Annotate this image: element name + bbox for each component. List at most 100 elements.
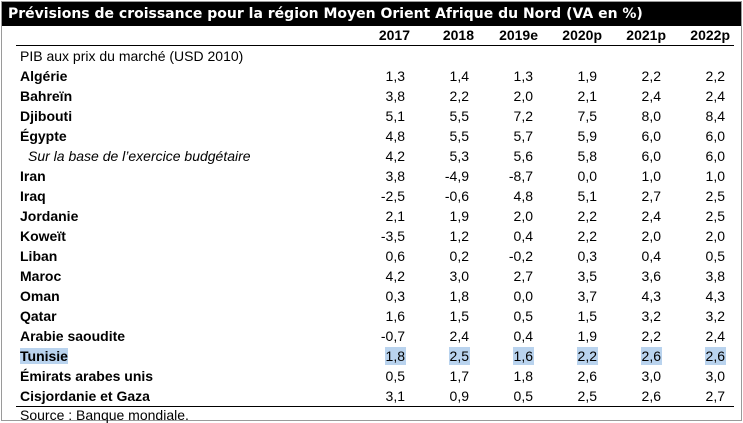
value-cell: 2,5 — [542, 386, 606, 407]
value-text: 0,4 — [513, 227, 534, 245]
value-cell: 2,6 — [606, 386, 670, 407]
value-text: 0,6 — [385, 247, 406, 265]
value-text: 2,6 — [705, 347, 726, 365]
value-cell: 3,2 — [670, 306, 734, 326]
value-text: 2,7 — [705, 387, 726, 405]
value-text: 0,9 — [449, 387, 470, 405]
value-cell: 2,6 — [670, 346, 734, 366]
row-label-text: Koweït — [20, 228, 66, 244]
value-text: -0,2 — [508, 247, 534, 265]
value-cell: 2,4 — [606, 206, 670, 226]
value-text: 4,2 — [385, 267, 406, 285]
value-text: 6,0 — [641, 147, 662, 165]
value-cell: 2,2 — [542, 346, 606, 366]
value-text: 3,2 — [705, 307, 726, 325]
value-cell: 5,6 — [478, 146, 542, 166]
value-cell: 1,6 — [478, 346, 542, 366]
value-cell: 0,3 — [350, 286, 414, 306]
value-text: 3,8 — [385, 87, 406, 105]
row-label: Maroc — [16, 266, 350, 286]
value-cell: 6,0 — [670, 126, 734, 146]
value-text: 0,3 — [577, 247, 598, 265]
value-text: 2,5 — [705, 187, 726, 205]
row-label: Égypte — [16, 126, 350, 146]
value-text: 4,2 — [385, 147, 406, 165]
table-row: Sur la base de l’exercice budgétaire 4,2 5… — [16, 146, 734, 166]
value-cell: 8,0 — [606, 106, 670, 126]
row-label: Sur la base de l’exercice budgétaire — [16, 146, 350, 166]
column-header: 2019e — [478, 26, 542, 46]
value-cell: 3,5 — [542, 266, 606, 286]
value-cell: 4,3 — [606, 286, 670, 306]
value-text: -2,5 — [380, 187, 406, 205]
value-cell: 4,8 — [350, 126, 414, 146]
value-cell: 3,0 — [606, 366, 670, 386]
value-text: 8,0 — [641, 107, 662, 125]
value-cell: 3,8 — [670, 266, 734, 286]
value-text: 5,1 — [577, 187, 598, 205]
row-label: Arabie saoudite — [16, 326, 350, 346]
value-cell: 0,6 — [350, 246, 414, 266]
value-text: 4,3 — [705, 287, 726, 305]
value-cell: -0,2 — [478, 246, 542, 266]
value-cell: 5,1 — [542, 186, 606, 206]
value-text: 0,5 — [513, 307, 534, 325]
value-cell: 0,0 — [478, 286, 542, 306]
value-cell: 5,8 — [542, 146, 606, 166]
value-text: 2,4 — [705, 327, 726, 345]
value-cell: 1,6 — [350, 306, 414, 326]
value-cell: 3,8 — [350, 166, 414, 186]
value-text: 3,2 — [641, 307, 662, 325]
value-text: 3,8 — [705, 267, 726, 285]
value-cell: 2,2 — [414, 86, 478, 106]
value-cell: 2,4 — [670, 326, 734, 346]
row-label: Cisjordanie et Gaza — [16, 386, 350, 407]
row-label: Djibouti — [16, 106, 350, 126]
value-cell: 2,2 — [606, 326, 670, 346]
value-cell: 3,1 — [350, 386, 414, 407]
value-text: -8,7 — [508, 167, 534, 185]
row-label-text: Jordanie — [20, 208, 78, 224]
value-cell: 2,1 — [542, 86, 606, 106]
value-text: 1,2 — [449, 227, 470, 245]
value-cell: 2,2 — [542, 226, 606, 246]
value-text: 1,8 — [385, 347, 406, 365]
value-cell: 0,5 — [478, 386, 542, 407]
value-cell: 1,0 — [606, 166, 670, 186]
value-text: 0,5 — [385, 367, 406, 385]
value-cell: 3,2 — [606, 306, 670, 326]
row-label: Tunisie — [16, 346, 350, 366]
value-text: 3,1 — [385, 387, 406, 405]
header-label-cell — [16, 26, 350, 46]
row-label-text: Oman — [20, 288, 60, 304]
value-cell: 1,4 — [414, 66, 478, 86]
row-label-text: Iraq — [20, 188, 46, 204]
value-text: 0,2 — [449, 247, 470, 265]
value-text: 2,5 — [705, 207, 726, 225]
value-text: -4,9 — [444, 167, 470, 185]
value-text: 1,6 — [385, 307, 406, 325]
value-cell: 2,4 — [670, 86, 734, 106]
value-cell: 1,0 — [670, 166, 734, 186]
value-text: 2,7 — [641, 187, 662, 205]
value-cell: -3,5 — [350, 226, 414, 246]
value-cell: 1,2 — [414, 226, 478, 246]
value-text: 2,2 — [449, 87, 470, 105]
row-label: Iraq — [16, 186, 350, 206]
value-cell: 3,6 — [606, 266, 670, 286]
value-cell: 0,5 — [478, 306, 542, 326]
value-cell: 5,3 — [414, 146, 478, 166]
value-cell: 4,8 — [478, 186, 542, 206]
value-text: 5,7 — [513, 127, 534, 145]
value-text: 3,0 — [641, 367, 662, 385]
value-text: 3,7 — [577, 287, 598, 305]
value-text: 6,0 — [705, 127, 726, 145]
value-text: 2,0 — [513, 87, 534, 105]
value-text: 2,5 — [577, 387, 598, 405]
value-text: 2,0 — [705, 227, 726, 245]
value-text: 5,3 — [449, 147, 470, 165]
